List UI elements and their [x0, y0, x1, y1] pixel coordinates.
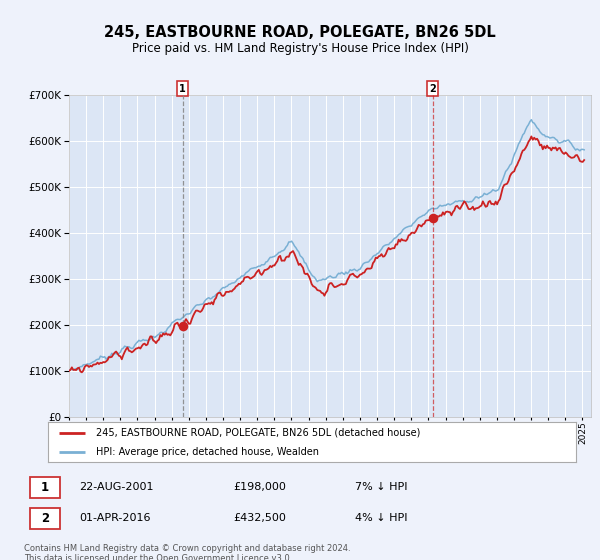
Text: Contains HM Land Registry data © Crown copyright and database right 2024.: Contains HM Land Registry data © Crown c… — [24, 544, 350, 553]
Text: 7% ↓ HPI: 7% ↓ HPI — [355, 482, 408, 492]
Text: 1: 1 — [179, 83, 186, 94]
Text: £198,000: £198,000 — [234, 482, 287, 492]
Text: 1: 1 — [41, 480, 49, 494]
Text: 2: 2 — [41, 511, 49, 525]
Point — [428, 214, 437, 223]
Text: Price paid vs. HM Land Registry's House Price Index (HPI): Price paid vs. HM Land Registry's House … — [131, 42, 469, 55]
FancyBboxPatch shape — [29, 507, 60, 529]
Text: 22-AUG-2001: 22-AUG-2001 — [79, 482, 154, 492]
Text: This data is licensed under the Open Government Licence v3.0.: This data is licensed under the Open Gov… — [24, 554, 292, 560]
Text: 4% ↓ HPI: 4% ↓ HPI — [355, 513, 408, 523]
Text: 245, EASTBOURNE ROAD, POLEGATE, BN26 5DL: 245, EASTBOURNE ROAD, POLEGATE, BN26 5DL — [104, 25, 496, 40]
Text: £432,500: £432,500 — [234, 513, 287, 523]
Point — [178, 321, 187, 330]
Text: 2: 2 — [430, 83, 436, 94]
FancyBboxPatch shape — [29, 477, 60, 498]
Text: 245, EASTBOURNE ROAD, POLEGATE, BN26 5DL (detached house): 245, EASTBOURNE ROAD, POLEGATE, BN26 5DL… — [95, 428, 420, 437]
Text: 01-APR-2016: 01-APR-2016 — [79, 513, 151, 523]
Text: HPI: Average price, detached house, Wealden: HPI: Average price, detached house, Weal… — [95, 447, 319, 457]
